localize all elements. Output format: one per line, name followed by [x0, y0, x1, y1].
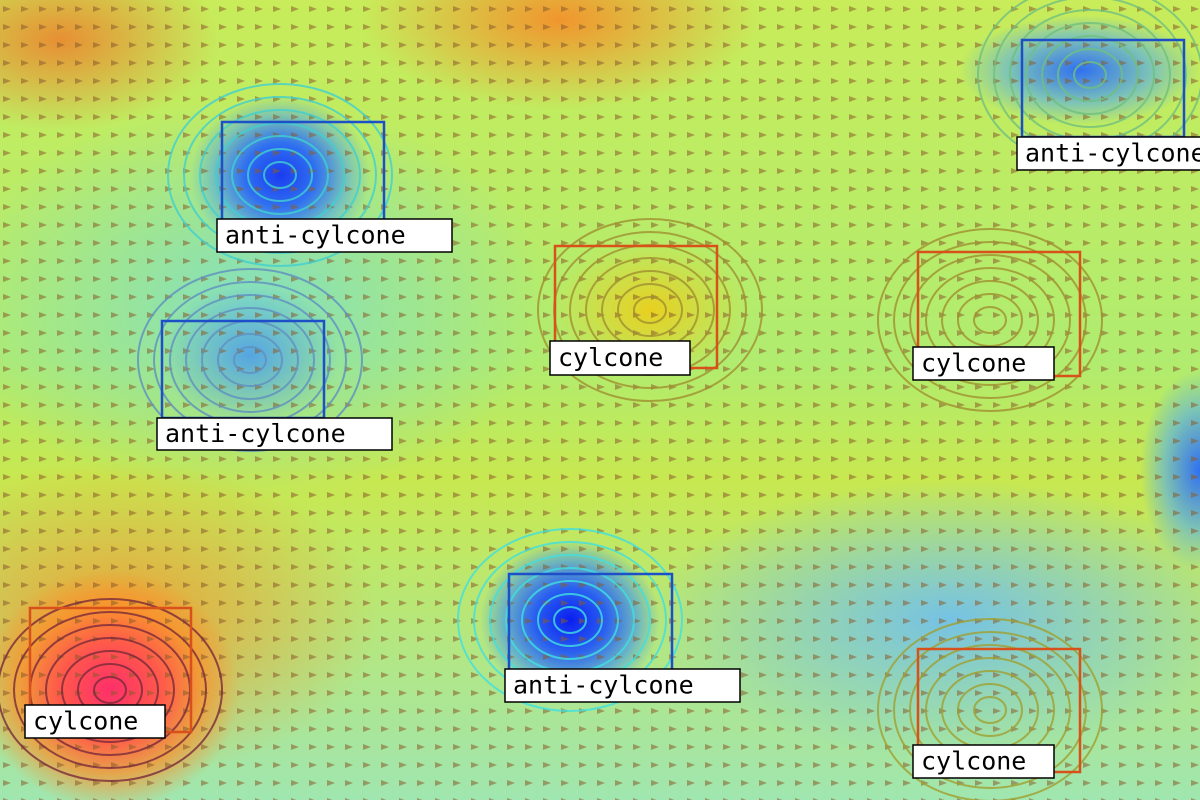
label-background: [1016, 136, 1200, 171]
contour: [13, 611, 207, 769]
contour: [973, 696, 1007, 724]
contour: [521, 580, 619, 660]
contour: [957, 293, 1023, 347]
contour: [183, 96, 377, 254]
contour: [45, 637, 175, 743]
contour: [93, 676, 127, 704]
label-background: [504, 668, 741, 703]
label-background: [912, 744, 1055, 779]
contour: [167, 83, 393, 267]
contour: [1041, 35, 1139, 115]
contour: [537, 218, 763, 402]
contour: [537, 593, 603, 647]
contour: [0, 598, 223, 782]
detection-label: cylcone: [921, 747, 1026, 776]
contour: [957, 683, 1023, 737]
label-background: [912, 346, 1055, 381]
contour: [633, 296, 667, 324]
contour: [553, 606, 587, 634]
contour: [893, 241, 1087, 399]
detection-label: anti-cylcone: [225, 221, 406, 250]
contour: [217, 333, 283, 387]
label-background: [216, 218, 453, 253]
contour: [893, 631, 1087, 789]
detection-label: cylcone: [921, 349, 1026, 378]
detection-label: anti-cylcone: [1025, 139, 1200, 168]
contour: [247, 148, 313, 202]
contour: [877, 618, 1103, 800]
detection-label: anti-cylcone: [165, 419, 346, 448]
contour: [909, 254, 1071, 386]
detections: anti-cylcone anti-cylcone cylcone cylcone an…: [24, 38, 1200, 779]
contour: [233, 346, 267, 374]
label-background: [24, 704, 166, 739]
contour: [457, 528, 683, 712]
detection-label: cylcone: [558, 343, 663, 372]
contour: [973, 306, 1007, 334]
label-background: [549, 340, 691, 376]
detection-label: anti-cylcone: [513, 671, 694, 700]
contour: [1025, 22, 1155, 128]
contour: [877, 228, 1103, 412]
contour: [185, 307, 315, 413]
label-background: [156, 417, 393, 451]
contour: [1073, 61, 1107, 89]
contour: [263, 161, 297, 189]
contour: [1057, 48, 1123, 102]
contour: [137, 268, 363, 452]
detection-label: cylcone: [33, 707, 138, 736]
contour: [617, 283, 683, 337]
contour: [231, 135, 329, 215]
